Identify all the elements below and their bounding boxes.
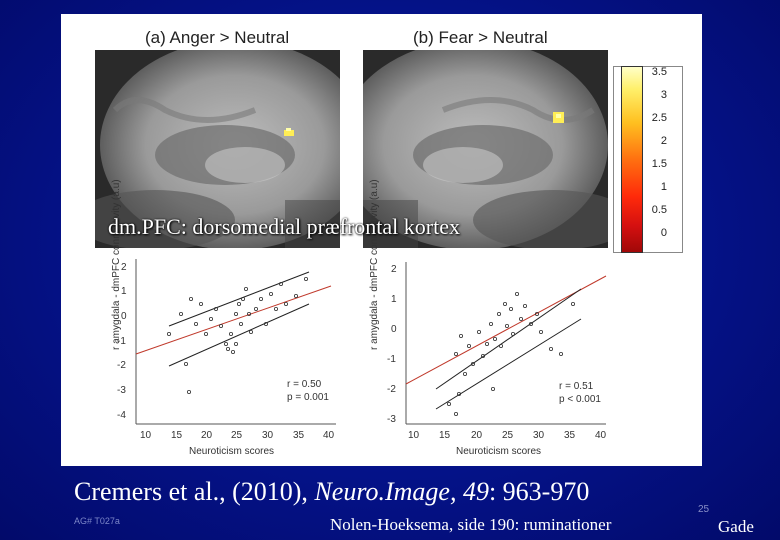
author-name: Gade — [718, 517, 754, 536]
left-xtick: 25 — [231, 430, 243, 441]
left-ytick: 1 — [121, 286, 127, 297]
left-xlabel: Neuroticism scores — [189, 446, 274, 457]
right-ytick: -2 — [387, 384, 396, 395]
colorbar-frame — [613, 66, 683, 253]
citation-suffix: : 963-970 — [488, 477, 590, 506]
citation-prefix: Cremers et al., (2010), — [74, 477, 315, 506]
right-xtick: 15 — [439, 430, 451, 441]
brain-slice-anger — [95, 50, 340, 248]
footer-text: Nolen-Hoeksema, side 190: ruminationer — [330, 515, 612, 534]
left-xtick: 35 — [293, 430, 305, 441]
colorbar-tick: 1 — [660, 181, 667, 193]
scatter-plots: r amygdala - dmPFC connectivity (a.u) 2 … — [111, 179, 607, 457]
right-ytick: -1 — [387, 354, 396, 365]
left-ci-upper — [168, 271, 310, 327]
left-stat-r: r = 0.50 — [287, 379, 322, 390]
right-ytick: 2 — [391, 264, 397, 275]
left-xtick: 40 — [323, 430, 335, 441]
left-points — [167, 276, 308, 394]
right-ytick: 1 — [391, 294, 397, 305]
right-points — [446, 291, 575, 416]
left-ytick: -3 — [117, 385, 126, 396]
colorbar-tick: 2 — [660, 135, 667, 147]
right-xtick: 35 — [564, 430, 576, 441]
colorbar-tick: 3 — [660, 89, 667, 101]
dmpfc-label: dm.PFC: dorsomedial præfrontal kortex — [108, 214, 460, 239]
colorbar — [621, 66, 643, 253]
left-fit-line-red — [135, 285, 332, 355]
right-ylabel: r amygdala - dmPFC connectivity (a.u) — [369, 179, 380, 350]
right-xtick: 10 — [408, 430, 420, 441]
left-ci-lower — [168, 303, 310, 367]
right-xtick: 40 — [595, 430, 607, 441]
right-ytick: -3 — [387, 414, 396, 425]
right-ytick: 0 — [391, 324, 397, 335]
right-xtick: 25 — [502, 430, 514, 441]
colorbar-tick: 1.5 — [651, 158, 667, 170]
colorbar-tick: 3.5 — [651, 66, 667, 78]
right-ci-upper — [435, 288, 582, 390]
left-xtick: 20 — [201, 430, 213, 441]
slide-code: AG# T027a — [74, 516, 120, 526]
left-xtick: 10 — [140, 430, 152, 441]
panel-a-title: (a) Anger > Neutral — [145, 28, 290, 47]
left-xtick: 30 — [262, 430, 274, 441]
left-ytick: -1 — [117, 336, 126, 347]
colorbar-tick: 0 — [660, 227, 667, 239]
colorbar-tick: 2.5 — [651, 112, 667, 124]
panel-b-title: (b) Fear > Neutral — [413, 28, 548, 47]
slide-number: 25 — [698, 504, 710, 515]
left-ylabel: r amygdala - dmPFC connectivity (a.u) — [111, 179, 122, 350]
citation-journal: Neuro.Image, 49 — [314, 477, 489, 506]
right-stat-r: r = 0.51 — [559, 381, 594, 392]
left-ytick: -4 — [117, 410, 126, 421]
left-xtick: 15 — [171, 430, 183, 441]
right-fit-line-red — [405, 275, 607, 385]
right-xtick: 30 — [533, 430, 545, 441]
citation: Cremers et al., (2010), Neuro.Image, 49:… — [74, 477, 589, 507]
left-ytick: 0 — [121, 311, 127, 322]
colorbar-tick: 0.5 — [651, 204, 667, 216]
right-xlabel: Neuroticism scores — [456, 446, 541, 457]
left-ytick: -2 — [117, 360, 126, 371]
right-stat-p: p < 0.001 — [559, 394, 601, 405]
left-stat-p: p = 0.001 — [287, 392, 329, 403]
figure-image: (a) Anger > Neutral (b) Fear > Neutral — [61, 14, 702, 466]
right-xtick: 20 — [471, 430, 483, 441]
left-ytick: 2 — [121, 262, 127, 273]
right-ci-lower — [435, 318, 582, 410]
brain-slice-fear — [363, 50, 608, 248]
